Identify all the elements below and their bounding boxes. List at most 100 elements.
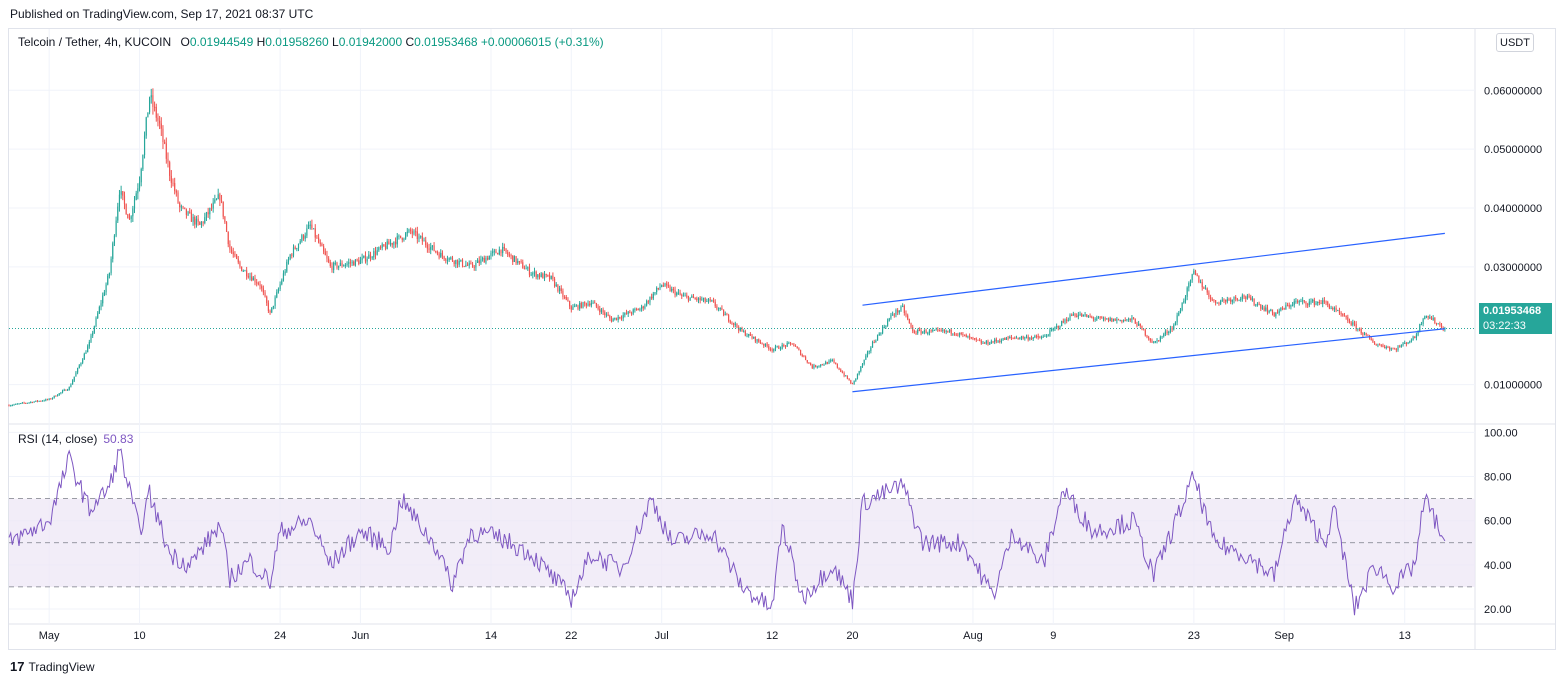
chart-frame[interactable] [8, 28, 1556, 650]
candle-body [758, 339, 760, 342]
x-tick-label: May [39, 630, 60, 642]
candle-body [1268, 311, 1270, 313]
candle-body [1353, 322, 1356, 324]
candle-body [1235, 296, 1237, 299]
candle-body [706, 301, 708, 303]
candle-body [1024, 337, 1026, 339]
candle-body [1231, 299, 1233, 302]
candle-body [1091, 316, 1093, 318]
candle-body [485, 257, 487, 263]
candle-body [1355, 323, 1357, 330]
candle-body [635, 309, 638, 311]
candle-body [684, 295, 686, 297]
candle-body [552, 275, 554, 279]
candle-body [1012, 337, 1014, 339]
candle-body [232, 252, 234, 255]
rsi-label[interactable]: RSI (14, close) [18, 432, 98, 446]
candle-body [605, 314, 608, 316]
candle-body [1114, 318, 1116, 321]
candle-body [311, 224, 313, 229]
candle-body [1250, 297, 1252, 301]
candle-body [1121, 319, 1123, 322]
candle-body [1221, 299, 1223, 301]
candle-body [1260, 304, 1262, 309]
candle-body [791, 343, 793, 345]
candle-body [999, 340, 1001, 342]
candle-body [701, 299, 703, 301]
close-label: C [405, 35, 415, 49]
candle-body [922, 331, 924, 334]
candle-body [632, 309, 634, 314]
candle-body [1412, 336, 1414, 341]
candle-body [1126, 319, 1128, 321]
candle-body [83, 353, 85, 360]
x-tick-label: Jul [655, 630, 669, 642]
candle-body [291, 254, 293, 256]
candle-body [811, 365, 813, 369]
candle-body [371, 257, 373, 259]
candle-body [982, 342, 984, 344]
candle-body [915, 332, 917, 334]
candle-body [885, 325, 887, 328]
currency-button[interactable]: USDT [1496, 33, 1534, 52]
symbol-title[interactable]: Telcoin / Tether, 4h, KUCOIN [18, 35, 172, 49]
candle-body [523, 268, 526, 270]
x-tick-label: 13 [1399, 630, 1411, 642]
candle-body [130, 216, 132, 219]
candle-body [1256, 303, 1259, 305]
candle-body [118, 194, 121, 207]
candle-body [112, 243, 114, 259]
candle-body [389, 243, 392, 245]
candle-body [185, 208, 187, 215]
candle-body [1077, 314, 1079, 317]
candle-body [1138, 323, 1140, 326]
candle-body [289, 254, 291, 260]
candle-body [826, 362, 828, 364]
candle-body [55, 395, 57, 397]
candle-body [210, 208, 213, 210]
symbol-legend: Telcoin / Tether, 4h, KUCOIN O0.01944549… [18, 35, 604, 49]
candle-body [251, 276, 253, 281]
candle-body [1255, 304, 1257, 306]
candle-body [247, 276, 249, 278]
candle-body [624, 312, 626, 316]
candle-body [518, 261, 521, 263]
candle-body [1409, 341, 1411, 343]
candle-body [1117, 319, 1120, 321]
candle-body [1215, 300, 1217, 303]
candle-body [1030, 337, 1033, 339]
candle-body [870, 347, 872, 352]
x-tick-label: 23 [1188, 630, 1200, 642]
candle-body [466, 264, 469, 266]
low-value: 0.01942000 [338, 35, 403, 49]
candle-body [1327, 301, 1329, 306]
candle-body [1168, 331, 1170, 334]
candle-body [764, 343, 767, 346]
candle-body [1183, 300, 1185, 303]
candle-body [781, 344, 783, 349]
x-tick-label: 12 [766, 630, 778, 642]
candle-body [115, 220, 117, 236]
candle-body [1027, 336, 1029, 340]
trendlines[interactable] [9, 232, 1475, 393]
candle-body [230, 249, 233, 253]
candle-body [818, 365, 820, 367]
candlestick-series[interactable] [8, 88, 1446, 407]
candle-body [53, 395, 55, 398]
candle-body [1236, 298, 1238, 300]
candle-body [209, 208, 211, 215]
candle-body [1367, 334, 1369, 336]
candle-body [840, 369, 842, 372]
candle-body [1079, 314, 1081, 316]
candle-body [1333, 307, 1336, 310]
candle-body [110, 258, 112, 274]
candle-body [958, 332, 961, 335]
candle-body [1209, 296, 1212, 300]
open-label: O [180, 35, 190, 49]
candle-body [771, 349, 773, 351]
candle-body [507, 252, 509, 255]
candle-body [614, 317, 616, 320]
footer-brand[interactable]: 17 TradingView [10, 659, 95, 674]
candle-body [1218, 302, 1220, 305]
